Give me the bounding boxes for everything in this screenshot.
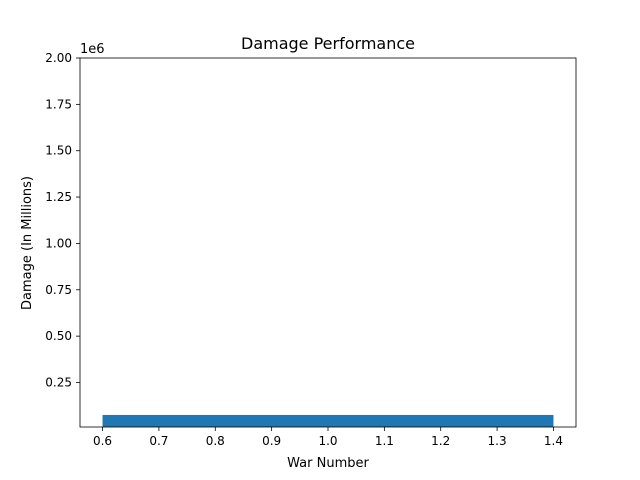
x-axis-label: War Number [287, 456, 369, 471]
x-axis-ticks: 0.6 0.7 0.8 0.9 1.0 1.1 1.2 1.3 1.4 [93, 427, 563, 448]
y-tick-label: 0.50 [45, 329, 72, 343]
x-tick-label: 0.8 [206, 434, 225, 448]
x-tick-label: 1.1 [375, 434, 394, 448]
x-tick-label: 0.9 [262, 434, 281, 448]
x-tick-label: 1.4 [544, 434, 563, 448]
y-tick-label: 1.50 [45, 144, 72, 158]
y-tick-label: 1.75 [45, 97, 72, 111]
bars-layer [102, 414, 554, 427]
x-tick-label: 1.3 [488, 434, 507, 448]
x-tick-label: 0.6 [93, 434, 112, 448]
y-tick-label: 0.75 [45, 283, 72, 297]
x-tick-label: 1.0 [318, 434, 337, 448]
y-axis-ticks: 0.25 0.50 0.75 1.00 1.25 1.50 1.75 2.00 [45, 51, 80, 389]
y-tick-label: 2.00 [45, 51, 72, 65]
bar-0 [102, 414, 554, 427]
y-axis-offset-label: 1e6 [80, 42, 105, 57]
x-tick-label: 0.7 [149, 434, 168, 448]
y-axis-label: Damage (In Millions) [20, 176, 35, 310]
y-tick-label: 0.25 [45, 375, 72, 389]
y-tick-label: 1.25 [45, 190, 72, 204]
x-tick-label: 1.2 [431, 434, 450, 448]
chart-title: Damage Performance [241, 34, 415, 53]
y-tick-label: 1.00 [45, 236, 72, 250]
